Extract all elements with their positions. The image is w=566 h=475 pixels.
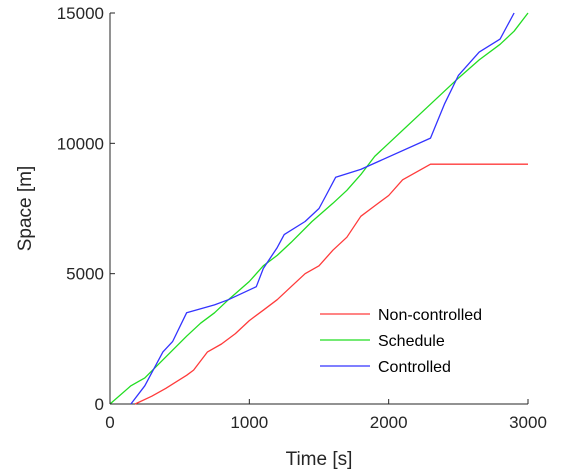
y-tick-label: 10000 [57, 134, 104, 153]
y-tick-label: 5000 [66, 265, 104, 284]
series-line-non-controlled [134, 163, 528, 405]
axes [109, 13, 528, 405]
x-tick-label: 3000 [509, 413, 547, 432]
y-tick-label: 0 [95, 395, 104, 414]
series-line-controlled [130, 12, 515, 405]
y-tick-label: 15000 [57, 4, 104, 23]
ticks: 0 1000 2000 3000 0 5000 10000 15000 [57, 4, 547, 432]
series-line-schedule [109, 12, 529, 405]
legend-label: Schedule [378, 333, 445, 350]
x-tick-label: 0 [105, 413, 114, 432]
series-layer [109, 12, 529, 405]
x-tick-label: 2000 [370, 413, 408, 432]
y-axis-title: Space [m] [15, 166, 36, 252]
legend: Non-controlled Schedule Controlled [320, 307, 482, 376]
x-tick-label: 1000 [230, 413, 268, 432]
legend-label: Controlled [378, 359, 451, 376]
legend-label: Non-controlled [378, 307, 482, 324]
x-axis-title: Time [s] [286, 449, 353, 470]
